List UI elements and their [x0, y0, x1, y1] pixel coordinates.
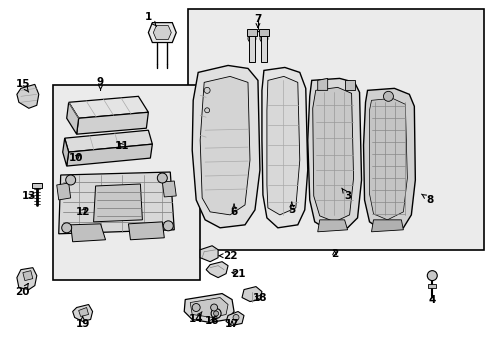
Text: 9: 9 [97, 77, 104, 90]
Circle shape [203, 87, 210, 93]
Polygon shape [259, 28, 268, 36]
Polygon shape [266, 76, 299, 215]
Text: 19: 19 [75, 316, 90, 329]
Polygon shape [192, 66, 260, 228]
Polygon shape [66, 102, 79, 134]
Text: 20: 20 [16, 283, 30, 297]
Text: 13: 13 [21, 191, 36, 201]
Polygon shape [307, 78, 361, 230]
Polygon shape [248, 36, 254, 62]
Circle shape [211, 309, 221, 319]
Polygon shape [148, 23, 176, 42]
Circle shape [192, 303, 200, 311]
Text: 18: 18 [252, 293, 266, 302]
Polygon shape [312, 87, 353, 222]
Polygon shape [200, 246, 218, 262]
Polygon shape [59, 172, 174, 234]
Polygon shape [153, 26, 171, 40]
Circle shape [247, 35, 255, 42]
Polygon shape [261, 36, 266, 62]
Circle shape [383, 91, 393, 101]
Circle shape [163, 221, 173, 231]
Text: 17: 17 [224, 319, 239, 329]
Polygon shape [71, 224, 105, 242]
Circle shape [157, 173, 167, 183]
Polygon shape [246, 28, 256, 36]
Text: 1: 1 [144, 12, 156, 26]
Polygon shape [427, 284, 435, 288]
Polygon shape [242, 287, 262, 302]
Polygon shape [190, 298, 227, 318]
Text: 21: 21 [230, 269, 245, 279]
Circle shape [204, 108, 209, 113]
Polygon shape [371, 220, 403, 232]
Text: 16: 16 [204, 316, 219, 327]
Polygon shape [262, 67, 307, 228]
Polygon shape [317, 78, 327, 90]
Polygon shape [317, 220, 347, 232]
Text: 2: 2 [330, 249, 338, 259]
Polygon shape [66, 144, 152, 166]
Polygon shape [68, 96, 148, 118]
Polygon shape [344, 80, 354, 90]
Polygon shape [369, 98, 407, 220]
Polygon shape [79, 307, 88, 316]
Polygon shape [162, 181, 176, 197]
Polygon shape [184, 293, 234, 323]
Text: 4: 4 [427, 294, 435, 305]
Text: 3: 3 [341, 188, 350, 201]
Circle shape [213, 311, 218, 316]
Text: 8: 8 [421, 194, 433, 205]
Text: 10: 10 [68, 153, 83, 163]
Polygon shape [57, 183, 71, 200]
Bar [53, 85, 200, 280]
Polygon shape [363, 88, 414, 230]
Polygon shape [17, 84, 39, 108]
Polygon shape [17, 268, 37, 289]
Text: 12: 12 [75, 207, 90, 217]
Polygon shape [64, 130, 152, 152]
Circle shape [210, 304, 217, 311]
Text: 14: 14 [188, 312, 203, 324]
Polygon shape [225, 311, 244, 325]
Text: 22: 22 [219, 251, 237, 261]
Polygon shape [93, 184, 142, 222]
Polygon shape [23, 271, 33, 280]
Text: 11: 11 [115, 141, 129, 151]
Polygon shape [73, 305, 92, 321]
Circle shape [61, 223, 72, 233]
Circle shape [233, 315, 239, 320]
Polygon shape [128, 222, 164, 240]
Polygon shape [206, 262, 227, 278]
Circle shape [260, 35, 267, 42]
Bar [188, 9, 483, 250]
Text: 15: 15 [16, 79, 30, 92]
Polygon shape [62, 138, 68, 166]
Text: 6: 6 [230, 204, 237, 217]
Polygon shape [200, 76, 249, 215]
Circle shape [65, 175, 76, 185]
Circle shape [427, 271, 436, 280]
Polygon shape [32, 183, 41, 188]
Text: 7: 7 [254, 14, 261, 27]
Text: 5: 5 [287, 202, 295, 215]
Polygon shape [77, 112, 148, 134]
